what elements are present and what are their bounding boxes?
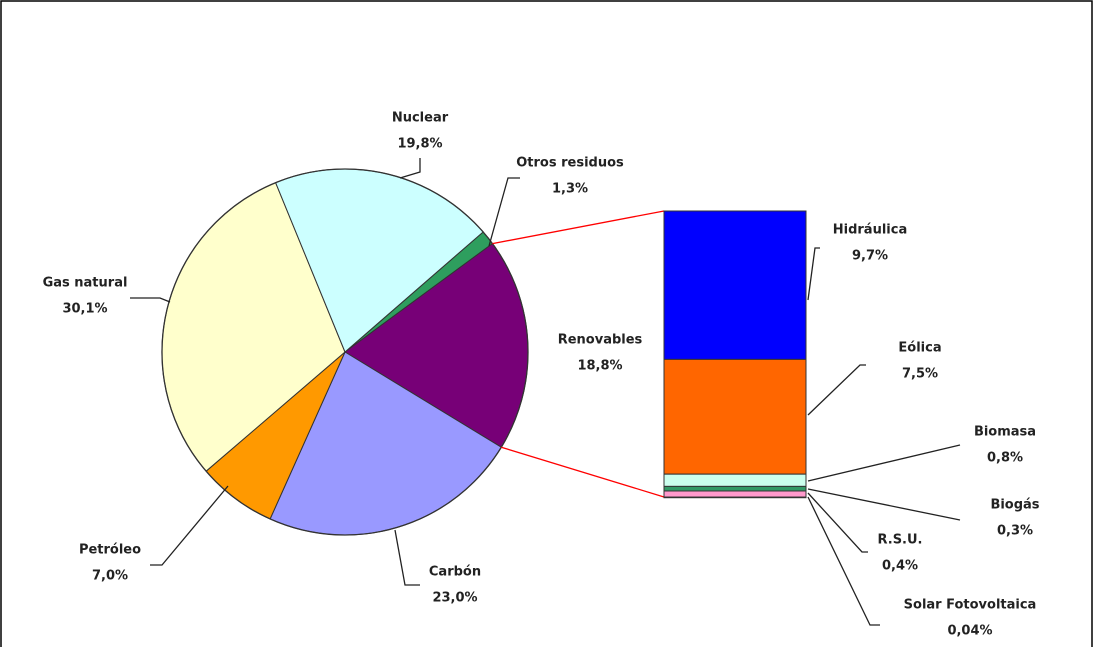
bar-segment [663,210,807,360]
bar-segment [663,496,807,499]
label-value: 9,7% [852,249,888,264]
label-name: Biogás [990,498,1039,513]
label-value: 0,3% [997,524,1033,539]
bar-segment [663,358,807,475]
label-value: 0,4% [882,559,918,574]
label-name: Eólica [898,341,941,356]
leader-line [501,446,665,498]
label-name: Solar Fotovoltaica [904,598,1037,613]
leader-line [807,364,866,416]
label-name: Otros residuos [516,156,624,171]
label-name: Carbón [429,565,481,580]
label-value: 7,0% [92,569,128,584]
leader-line [807,247,820,301]
label-value: 0,8% [987,451,1023,466]
bar-segment [663,485,807,492]
leader-line [807,444,961,482]
pie-outline [161,168,529,536]
label-name: Biomasa [974,425,1036,440]
label-value: 18,8% [577,359,622,374]
label-value: 1,3% [552,182,588,197]
label-value: 23,0% [432,591,477,606]
leader-line [488,177,520,247]
label-value: 19,8% [397,137,442,152]
label-name: Hidráulica [833,223,907,238]
label-value: 0,04% [947,624,992,639]
label-name: Gas natural [43,276,128,291]
leader-line [807,496,880,626]
bar-segment [663,473,807,487]
label-value: 30,1% [62,302,107,317]
leader-line [130,297,171,303]
leader-line [394,529,420,586]
label-name: Renovables [558,333,643,348]
label-name: R.S.U. [878,533,923,548]
label-name: Petróleo [79,543,141,558]
leader-line [807,488,961,521]
bar-segment [663,490,807,498]
leader-line [399,158,421,179]
label-value: 7,5% [902,367,938,382]
label-name: Nuclear [392,111,449,126]
leader-line [150,485,229,566]
leader-line [807,492,868,553]
leader-line [492,210,665,245]
